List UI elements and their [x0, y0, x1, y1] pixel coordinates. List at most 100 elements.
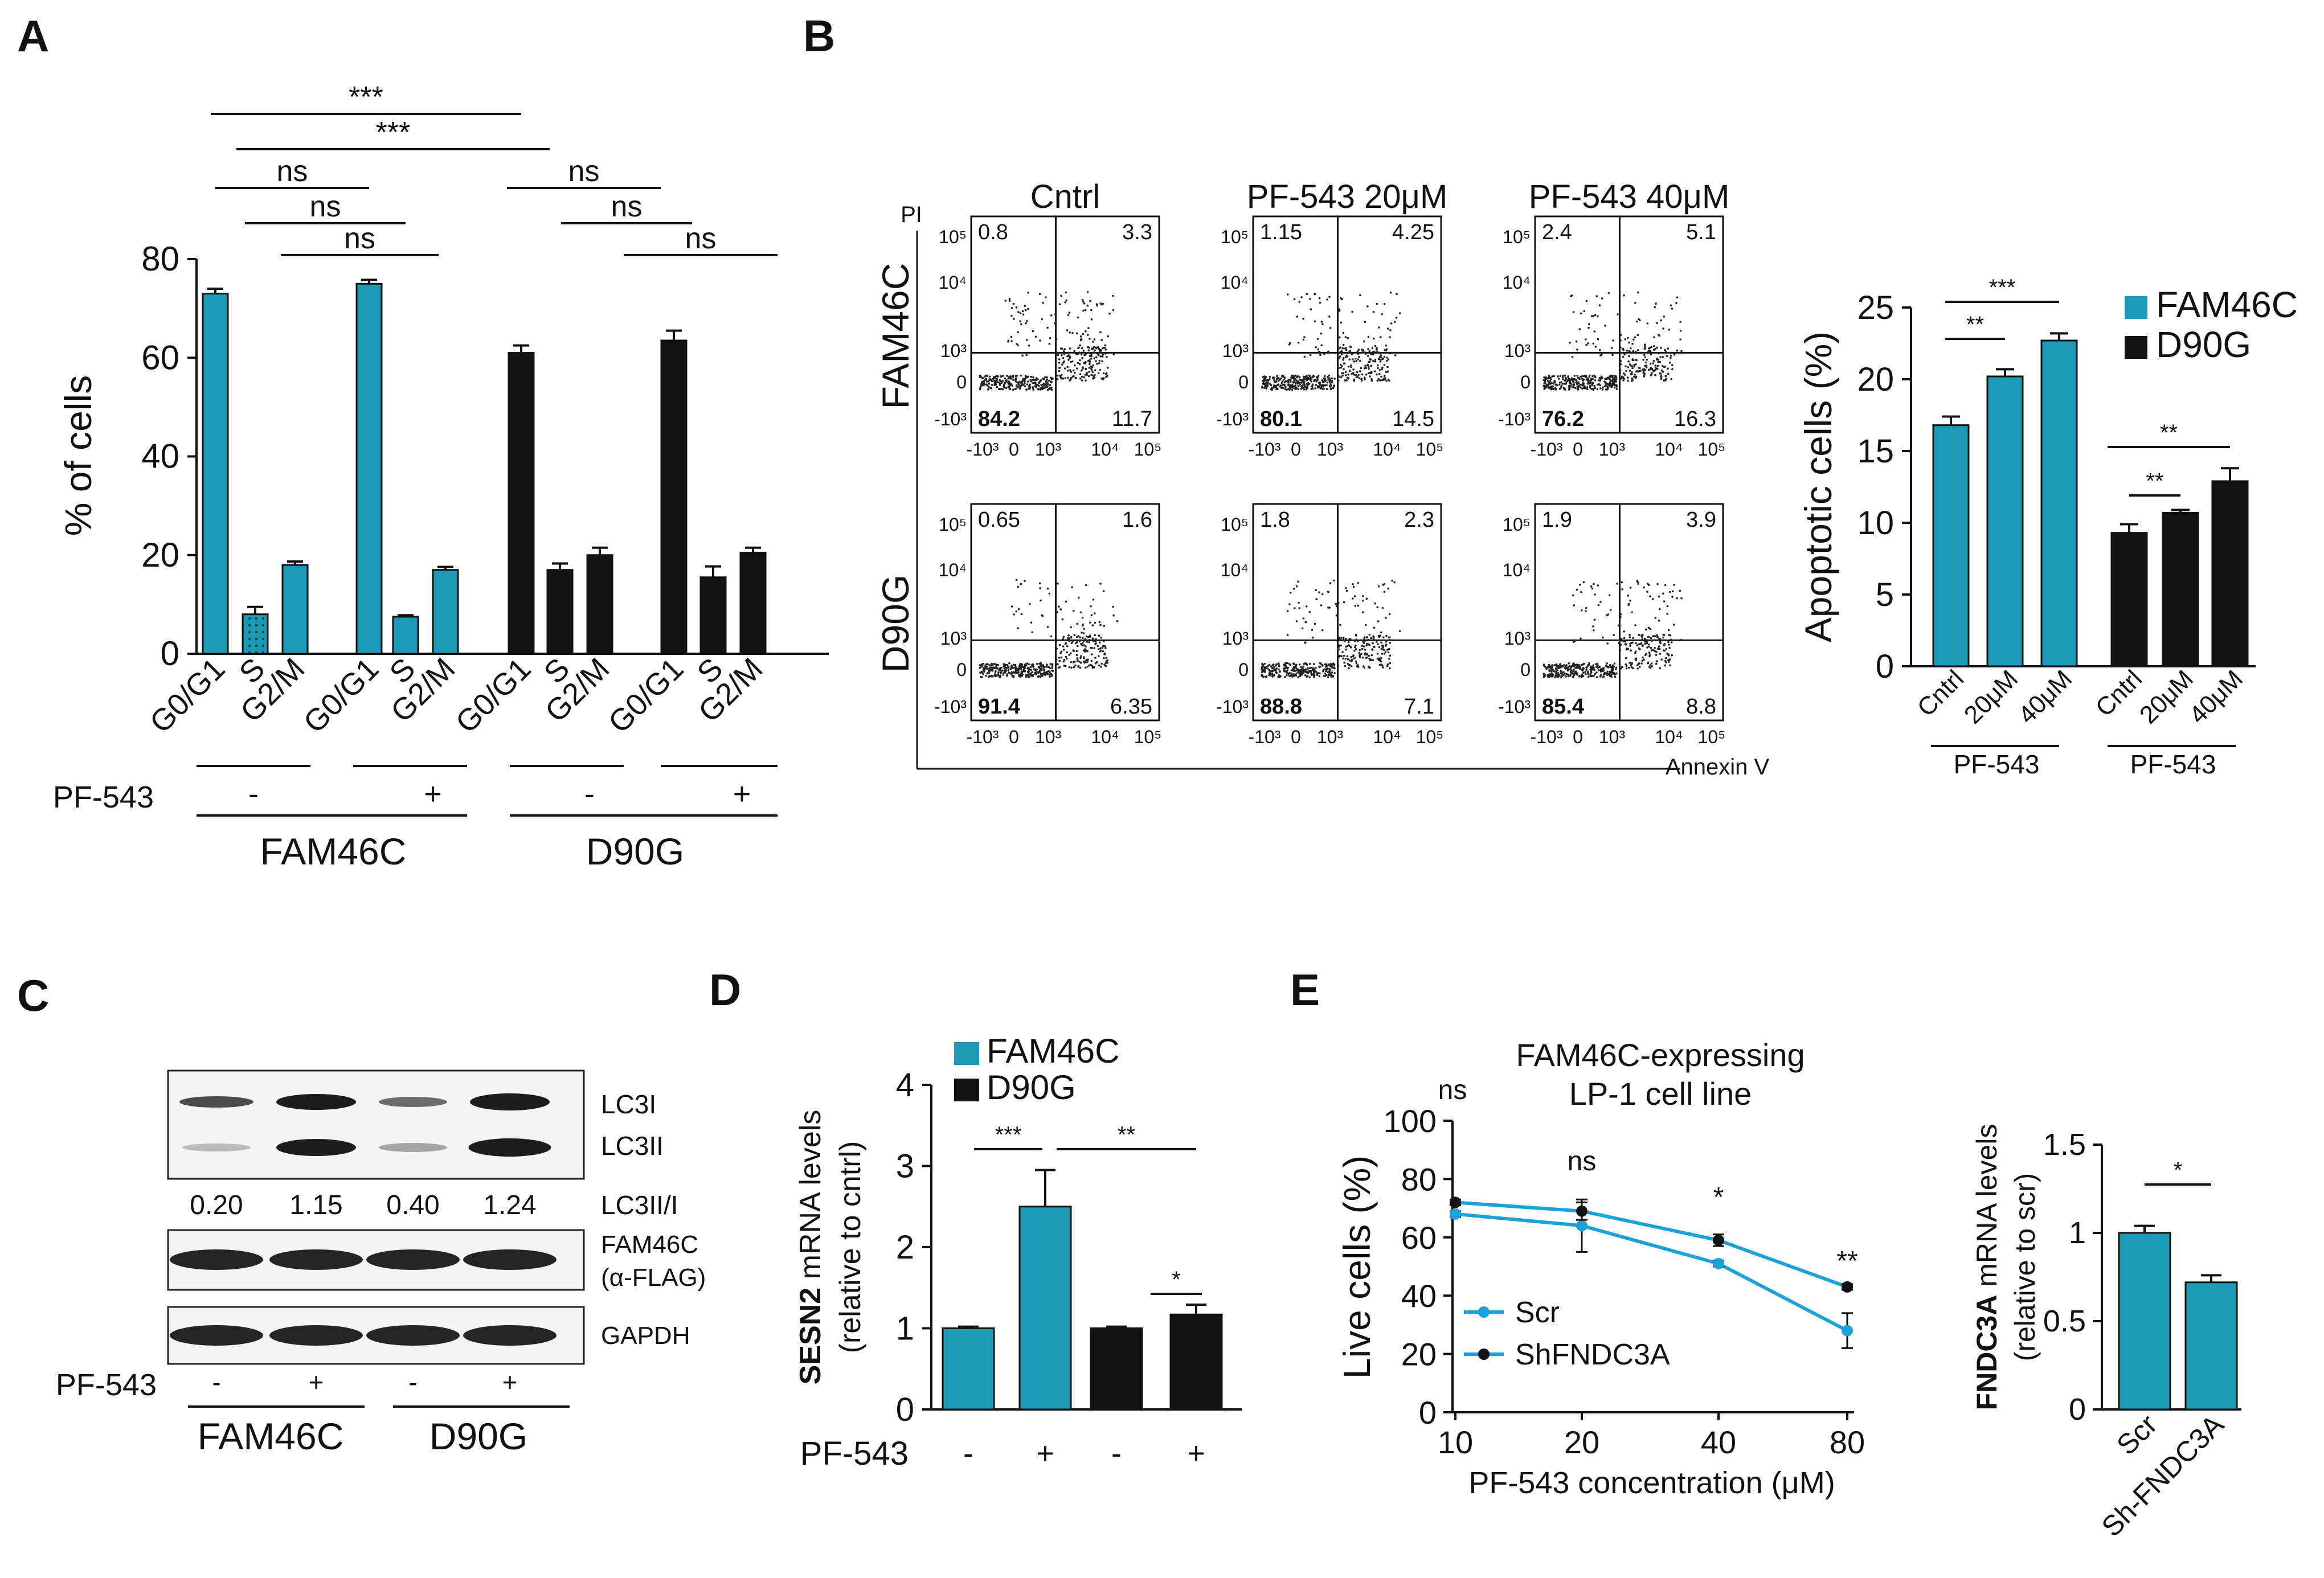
flow-column-title: Cntrl	[1030, 178, 1100, 215]
legend-swatch	[954, 1042, 979, 1065]
flow-point	[1340, 376, 1343, 379]
flow-point	[1015, 387, 1017, 390]
flow-point	[1276, 375, 1279, 377]
flow-point	[1037, 675, 1040, 678]
flow-point	[1650, 374, 1652, 376]
flow-point	[1304, 668, 1307, 671]
flow-point	[1081, 356, 1083, 359]
flow-point	[1664, 375, 1667, 378]
flow-point	[1633, 365, 1635, 368]
flow-point	[1629, 351, 1631, 353]
flow-point	[1363, 637, 1366, 640]
flow-point	[1680, 597, 1683, 600]
flow-point	[1004, 377, 1006, 380]
flow-point	[1073, 661, 1076, 663]
flow-point	[1602, 386, 1604, 388]
flow-y-tick: 0	[1520, 372, 1531, 392]
flow-quadrant-ur: 1.6	[1122, 508, 1152, 532]
flow-point	[1631, 351, 1634, 354]
flow-point	[1269, 383, 1271, 385]
flow-point	[1625, 370, 1627, 372]
flow-point	[1086, 352, 1088, 354]
x-tick-label: 10	[1438, 1424, 1473, 1460]
flow-point	[1623, 294, 1625, 297]
flow-point	[1361, 379, 1363, 382]
flow-scatter-points	[979, 291, 1115, 391]
flow-point	[1031, 631, 1034, 633]
flow-point	[1615, 378, 1618, 380]
flow-point	[994, 672, 997, 675]
flow-point	[1341, 374, 1344, 377]
flow-point	[1580, 591, 1582, 593]
flow-point	[1368, 350, 1370, 353]
flow-point	[1289, 591, 1292, 594]
flow-point	[1664, 350, 1667, 353]
flow-point	[1606, 388, 1609, 391]
flow-point	[1588, 376, 1591, 378]
flow-point	[994, 377, 996, 380]
flow-point	[1665, 378, 1668, 380]
flow-point	[985, 383, 988, 386]
bar	[1986, 375, 2024, 667]
flow-point	[1605, 665, 1607, 667]
flow-point	[1633, 364, 1635, 366]
flow-point	[1089, 636, 1091, 638]
flow-point	[1562, 671, 1565, 674]
flow-point	[1379, 360, 1382, 363]
flow-point	[1601, 297, 1603, 300]
flow-point	[1090, 318, 1093, 321]
flow-point	[1064, 367, 1066, 370]
flow-point	[1287, 388, 1290, 390]
flow-point	[1283, 676, 1286, 678]
flow-point	[1576, 666, 1579, 669]
flow-point	[1295, 585, 1298, 588]
flow-point	[1091, 374, 1094, 377]
flow-point	[1615, 666, 1618, 669]
flow-point	[1325, 388, 1328, 390]
flow-point	[1632, 338, 1635, 341]
bar	[432, 569, 459, 655]
flow-point	[1325, 384, 1328, 387]
flow-point	[1614, 675, 1617, 678]
blot-band-gapdh	[269, 1325, 363, 1346]
flow-point	[1273, 674, 1275, 677]
flow-point	[1004, 668, 1006, 671]
flow-point	[1365, 367, 1367, 369]
flow-point	[1552, 387, 1554, 390]
flow-point	[1077, 635, 1080, 637]
flow-point	[1049, 384, 1051, 386]
group-label: FAM46C	[198, 1415, 344, 1457]
flow-point	[1589, 675, 1591, 678]
flow-point	[1065, 352, 1067, 354]
flow-point	[1591, 387, 1593, 390]
flow-point	[1050, 314, 1053, 317]
series-line	[1455, 1212, 1848, 1333]
flow-point	[1015, 306, 1018, 309]
flow-point	[1590, 585, 1593, 588]
flow-point	[1321, 593, 1324, 596]
flow-point	[1627, 376, 1629, 379]
flow-point	[1570, 671, 1573, 674]
flow-point	[1658, 334, 1660, 337]
flow-point	[1058, 644, 1061, 646]
flow-point	[1319, 382, 1321, 384]
flow-point	[1612, 339, 1614, 342]
flow-point	[1365, 374, 1368, 376]
flow-point	[1297, 341, 1300, 344]
flow-point	[1026, 375, 1029, 378]
flow-point	[1382, 584, 1385, 586]
blot-band-lc3i	[276, 1094, 356, 1110]
flow-point	[1566, 668, 1569, 670]
flow-point	[1642, 656, 1644, 659]
flow-x-tick: 0	[1009, 727, 1019, 747]
significance-a-label: ***	[376, 116, 411, 149]
flow-point	[1058, 303, 1061, 306]
flow-point	[1377, 634, 1380, 637]
flow-point	[1634, 624, 1636, 626]
flow-point	[999, 672, 1002, 675]
flow-point	[1642, 371, 1645, 374]
flow-point	[1320, 333, 1323, 335]
flow-point	[1659, 641, 1662, 644]
flow-point	[1300, 388, 1302, 390]
flow-point	[1041, 614, 1043, 617]
